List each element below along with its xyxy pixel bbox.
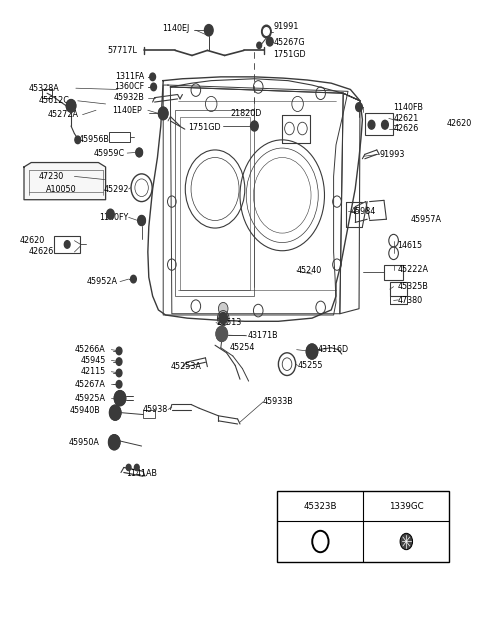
Text: 42620: 42620 <box>446 119 472 128</box>
Text: 42621: 42621 <box>394 114 419 123</box>
Bar <box>42 89 52 98</box>
Text: 47380: 47380 <box>397 296 422 305</box>
Bar <box>54 236 80 253</box>
Bar <box>390 282 407 296</box>
Text: 1141AB: 1141AB <box>126 469 157 478</box>
Text: 1140EP: 1140EP <box>112 106 142 115</box>
Text: 91993: 91993 <box>379 150 405 159</box>
Text: 45323B: 45323B <box>304 501 337 511</box>
Circle shape <box>266 37 273 46</box>
Circle shape <box>400 534 412 550</box>
Text: 1751GD: 1751GD <box>188 123 221 132</box>
Text: 45938: 45938 <box>143 405 168 414</box>
Circle shape <box>107 209 114 219</box>
Text: 45292: 45292 <box>103 185 129 193</box>
Text: 45950A: 45950A <box>69 438 100 447</box>
Text: 45267G: 45267G <box>274 38 305 47</box>
Text: 45957A: 45957A <box>410 215 442 224</box>
Circle shape <box>66 100 76 112</box>
Circle shape <box>75 136 81 144</box>
Text: 42626: 42626 <box>29 248 54 256</box>
Text: 45612C: 45612C <box>38 96 69 105</box>
Text: 45984: 45984 <box>350 207 376 215</box>
Text: 45933B: 45933B <box>263 398 294 406</box>
Circle shape <box>218 302 228 315</box>
Text: 45925A: 45925A <box>74 394 106 403</box>
Circle shape <box>114 391 126 406</box>
Text: 1751GD: 1751GD <box>274 50 306 59</box>
Text: 43116D: 43116D <box>318 345 349 354</box>
Text: 57717L: 57717L <box>107 46 137 55</box>
Circle shape <box>382 120 388 129</box>
Text: 45940B: 45940B <box>70 406 101 415</box>
Circle shape <box>264 28 269 35</box>
Circle shape <box>150 73 156 81</box>
Text: 45945: 45945 <box>80 356 106 365</box>
Text: 45932B: 45932B <box>113 93 144 102</box>
Circle shape <box>216 326 228 341</box>
Circle shape <box>116 381 122 388</box>
Text: 1311FA: 1311FA <box>115 72 144 81</box>
Text: 1360CF: 1360CF <box>114 83 144 91</box>
Text: 21820D: 21820D <box>230 109 262 118</box>
Text: 45266A: 45266A <box>75 345 106 354</box>
Polygon shape <box>24 163 106 200</box>
Text: 42115: 42115 <box>80 367 106 376</box>
Text: 1140FY: 1140FY <box>99 213 129 222</box>
Circle shape <box>356 103 362 112</box>
Bar <box>175 110 254 296</box>
Text: 42620: 42620 <box>19 236 45 245</box>
Circle shape <box>151 83 156 91</box>
Text: 45240: 45240 <box>297 266 322 275</box>
Text: 1140EJ: 1140EJ <box>162 24 190 33</box>
Bar <box>180 117 250 290</box>
Text: 45272A: 45272A <box>48 110 79 119</box>
Text: 45328A: 45328A <box>29 84 60 93</box>
Circle shape <box>204 25 213 36</box>
Circle shape <box>158 107 168 120</box>
Circle shape <box>64 241 70 248</box>
Text: 45325B: 45325B <box>397 282 428 291</box>
Circle shape <box>136 148 143 157</box>
Text: 45959C: 45959C <box>94 149 125 158</box>
Bar <box>365 113 393 135</box>
Bar <box>384 265 403 280</box>
Bar <box>277 491 449 562</box>
Circle shape <box>131 275 136 283</box>
Circle shape <box>257 42 262 49</box>
Text: 1140FB: 1140FB <box>394 103 423 112</box>
Text: 45267A: 45267A <box>75 380 106 389</box>
Bar <box>109 132 130 142</box>
Circle shape <box>368 120 375 129</box>
Circle shape <box>134 464 139 471</box>
Text: 91991: 91991 <box>274 22 299 31</box>
Text: 42626: 42626 <box>394 124 419 133</box>
Circle shape <box>262 25 271 38</box>
Circle shape <box>108 435 120 450</box>
Text: 14615: 14615 <box>397 241 422 250</box>
Text: 45254: 45254 <box>229 343 255 352</box>
Circle shape <box>126 464 131 471</box>
Circle shape <box>219 312 228 324</box>
Circle shape <box>138 215 145 226</box>
Text: 45952A: 45952A <box>86 277 118 286</box>
Text: 45253A: 45253A <box>171 362 202 371</box>
Text: 45222A: 45222A <box>397 265 429 274</box>
Text: 1339GC: 1339GC <box>389 501 424 511</box>
Text: 43171B: 43171B <box>247 331 278 340</box>
Circle shape <box>109 405 121 420</box>
Text: 45255: 45255 <box>298 361 323 370</box>
Circle shape <box>251 121 258 131</box>
Text: 45956B: 45956B <box>79 135 109 144</box>
Text: 47230: 47230 <box>38 172 64 181</box>
Circle shape <box>116 369 122 377</box>
Bar <box>143 410 155 418</box>
Circle shape <box>116 347 122 355</box>
Circle shape <box>306 344 318 359</box>
Circle shape <box>116 358 122 365</box>
Text: 21513: 21513 <box>216 318 241 327</box>
Text: A10050: A10050 <box>46 185 76 193</box>
